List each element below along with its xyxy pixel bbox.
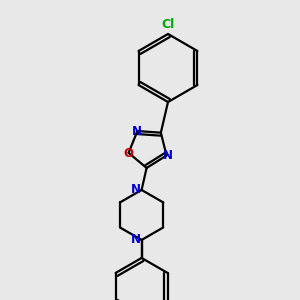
- Text: N: N: [131, 124, 141, 137]
- Text: N: N: [130, 184, 141, 196]
- Text: Cl: Cl: [161, 19, 175, 32]
- Text: N: N: [130, 233, 141, 247]
- Text: O: O: [124, 147, 134, 160]
- Text: N: N: [163, 149, 172, 162]
